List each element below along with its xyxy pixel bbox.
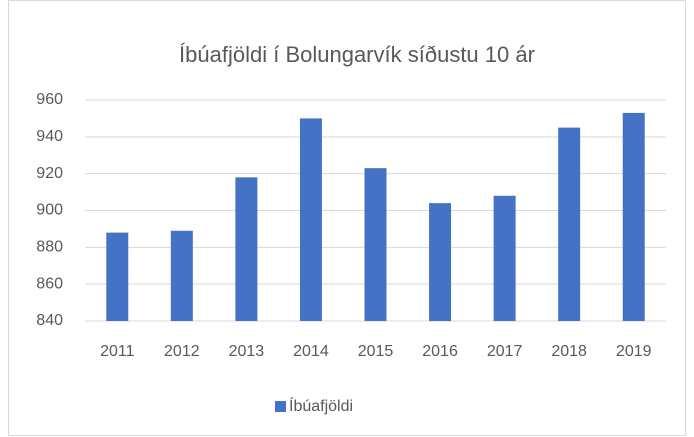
bar [429, 203, 452, 321]
y-tick-label: 960 [36, 91, 63, 108]
bar [493, 195, 516, 321]
y-tick-label: 940 [36, 128, 63, 145]
y-tick-label: 920 [36, 165, 63, 182]
x-tick-label: 2015 [358, 343, 394, 360]
x-tick-label: 2016 [422, 343, 458, 360]
bar [622, 112, 645, 322]
bar [170, 230, 193, 321]
bar [558, 127, 581, 321]
y-tick-label: 860 [36, 275, 63, 292]
x-tick-label: 2011 [100, 343, 135, 360]
legend-label: Íbúafjöldi [289, 396, 353, 415]
chart-title: Íbúafjöldi í Bolungarvík síðustu 10 ár [179, 42, 535, 67]
bar [235, 177, 258, 321]
y-tick-label: 900 [36, 202, 63, 219]
x-tick-label: 2012 [164, 343, 200, 360]
bar [299, 118, 322, 322]
legend-swatch [275, 401, 286, 412]
x-tick-label: 2019 [616, 343, 652, 360]
x-tick-label: 2013 [229, 343, 265, 360]
y-tick-label: 840 [36, 312, 63, 329]
x-tick-label: 2018 [551, 343, 587, 360]
bar [106, 232, 129, 321]
x-tick-label: 2017 [487, 343, 523, 360]
bar [364, 168, 387, 321]
x-tick-label: 2014 [293, 343, 329, 360]
y-tick-label: 880 [36, 239, 63, 256]
